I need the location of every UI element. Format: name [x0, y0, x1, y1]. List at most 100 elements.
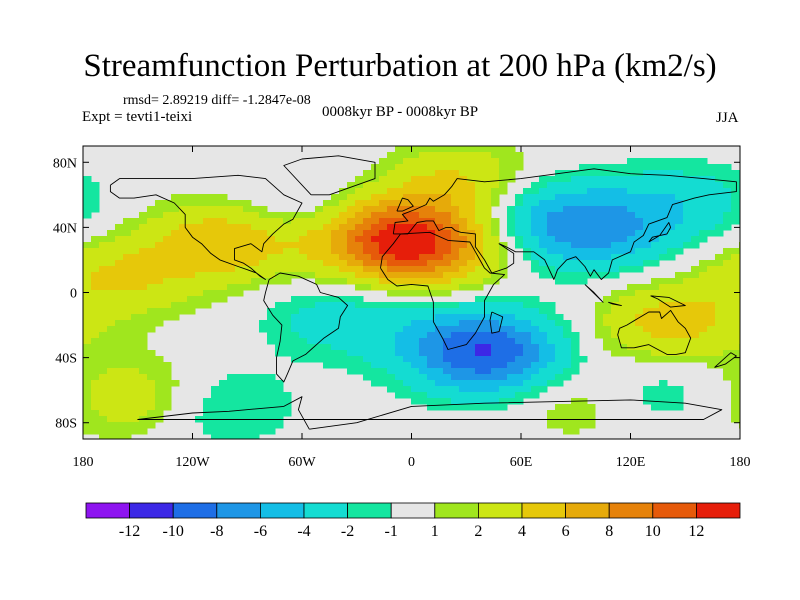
contour-cell — [187, 266, 196, 273]
contour-cell — [579, 422, 588, 429]
contour-cell — [611, 224, 620, 231]
contour-cell — [539, 368, 548, 375]
contour-cell — [427, 248, 436, 255]
contour-cell — [427, 260, 436, 267]
contour-cell — [627, 338, 636, 345]
contour-cell — [499, 308, 508, 315]
contour-cell — [235, 428, 244, 435]
contour-cell — [419, 392, 428, 399]
contour-cell — [491, 296, 500, 303]
contour-cell — [283, 314, 292, 321]
contour-cell — [187, 290, 196, 297]
contour-cell — [411, 374, 420, 381]
contour-cell — [419, 188, 428, 195]
contour-cell — [523, 338, 532, 345]
contour-cell — [123, 236, 132, 243]
contour-cell — [467, 404, 476, 411]
contour-cell — [219, 380, 228, 387]
contour-cell — [627, 248, 636, 255]
contour-cell — [115, 344, 124, 351]
contour-cell — [411, 176, 420, 183]
contour-cell — [171, 224, 180, 231]
contour-cell — [731, 374, 740, 381]
contour-cell — [387, 338, 396, 345]
contour-cell — [651, 302, 660, 309]
contour-cell — [651, 182, 660, 189]
contour-cell — [515, 344, 524, 351]
contour-cell — [483, 146, 492, 153]
contour-cell — [99, 404, 108, 411]
contour-cell — [419, 314, 428, 321]
contour-cell — [563, 218, 572, 225]
contour-cell — [355, 242, 364, 249]
contour-cell — [171, 200, 180, 207]
contour-cell — [251, 254, 260, 261]
coastline — [109, 174, 303, 280]
contour-cell — [291, 320, 300, 327]
contour-cell — [331, 332, 340, 339]
contour-cell — [83, 272, 92, 279]
contour-cell — [475, 302, 484, 309]
contour-cell — [243, 428, 252, 435]
contour-cell — [731, 410, 740, 417]
contour-cell — [443, 200, 452, 207]
contour-cell — [291, 224, 300, 231]
contour-cell — [731, 302, 740, 309]
contour-cell — [547, 224, 556, 231]
contour-cell — [299, 266, 308, 273]
contour-cell — [419, 212, 428, 219]
contour-cell — [467, 302, 476, 309]
contour-cell — [387, 362, 396, 369]
contour-cell — [91, 392, 100, 399]
contour-cell — [571, 230, 580, 237]
contour-cell — [699, 224, 708, 231]
contour-cell — [107, 404, 116, 411]
contour-cell — [427, 206, 436, 213]
contour-cell — [299, 308, 308, 315]
contour-cell — [595, 212, 604, 219]
contour-cell — [539, 242, 548, 249]
contour-cell — [379, 248, 388, 255]
contour-cell — [627, 158, 636, 165]
contour-cell — [315, 278, 324, 285]
colorbar-label: 6 — [562, 523, 570, 540]
contour-cell — [171, 254, 180, 261]
contour-cell — [227, 218, 236, 225]
contour-cell — [235, 218, 244, 225]
contour-cell — [459, 404, 468, 411]
contour-cell — [587, 248, 596, 255]
contour-cell — [539, 266, 548, 273]
contour-cell — [363, 314, 372, 321]
contour-cell — [579, 404, 588, 411]
contour-cell — [307, 242, 316, 249]
contour-cell — [371, 320, 380, 327]
contour-cell — [483, 170, 492, 177]
contour-cell — [155, 368, 164, 375]
contour-cell — [675, 302, 684, 309]
contour-cell — [579, 224, 588, 231]
contour-cell — [291, 254, 300, 261]
contour-cell — [315, 308, 324, 315]
contour-cell — [291, 338, 300, 345]
y-tick-label: 40S — [55, 352, 77, 367]
contour-cell — [475, 200, 484, 207]
contour-cell — [499, 326, 508, 333]
contour-cell — [227, 284, 236, 291]
contour-cell — [707, 350, 716, 357]
contour-cell — [355, 278, 364, 285]
contour-cell — [155, 284, 164, 291]
contour-cell — [123, 218, 132, 225]
contour-cell — [715, 176, 724, 183]
contour-cell — [611, 170, 620, 177]
contour-cell — [659, 302, 668, 309]
contour-cell — [635, 212, 644, 219]
contour-cell — [435, 158, 444, 165]
contour-cell — [107, 362, 116, 369]
contour-cell — [395, 248, 404, 255]
contour-cell — [395, 170, 404, 177]
y-tick-label: 80S — [55, 417, 77, 432]
contour-cell — [691, 170, 700, 177]
contour-cell — [451, 314, 460, 321]
contour-cell — [483, 398, 492, 405]
contour-cell — [227, 260, 236, 267]
